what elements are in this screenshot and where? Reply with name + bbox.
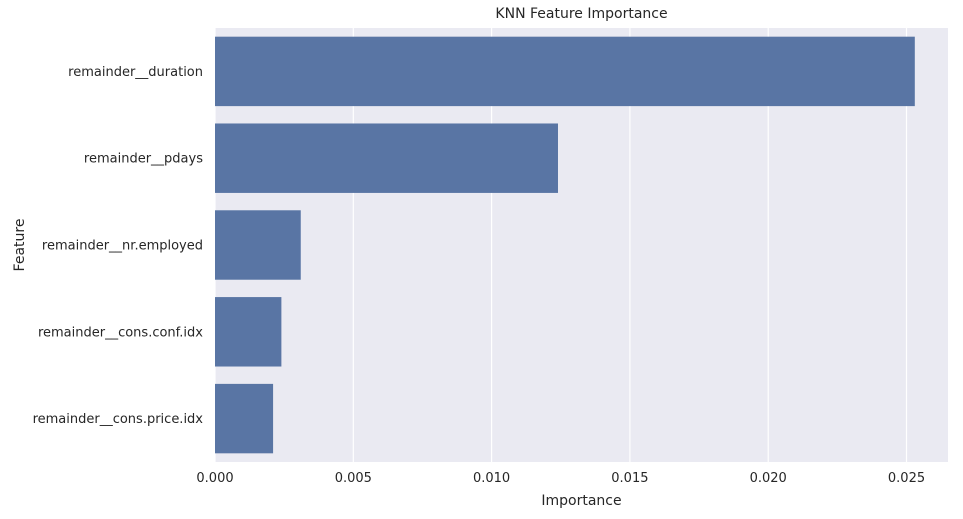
- x-tick-label: 0.005: [335, 471, 372, 486]
- bar-remainder-cons-price-idx: [215, 383, 274, 454]
- y-tick-label: remainder__pdays: [84, 152, 203, 167]
- y-tick-label: remainder__cons.price.idx: [33, 412, 204, 427]
- chart-title: KNN Feature Importance: [495, 6, 667, 22]
- bar-remainder-cons-conf-idx: [215, 297, 282, 367]
- x-tick-label: 0.010: [473, 471, 510, 486]
- x-tick-labels: 0.000 0.005 0.010 0.015 0.020 0.025: [196, 471, 925, 486]
- y-tick-label: remainder__nr.employed: [42, 239, 203, 254]
- x-tick-label: 0.025: [888, 471, 925, 486]
- bar-remainder-nr-employed: [215, 210, 301, 280]
- x-tick-label: 0.000: [196, 471, 233, 486]
- bar-remainder-duration: [215, 36, 915, 107]
- bar-remainder-pdays: [215, 123, 558, 193]
- x-axis-label: Importance: [541, 493, 621, 509]
- y-tick-label: remainder__cons.conf.idx: [38, 325, 203, 340]
- y-axis-label: Feature: [12, 219, 28, 272]
- x-tick-label: 0.020: [750, 471, 787, 486]
- bars: [215, 36, 915, 454]
- y-tick-label: remainder__duration: [68, 65, 203, 80]
- x-tick-label: 0.015: [611, 471, 648, 486]
- y-tick-labels: remainder__duration remainder__pdaysremai…: [33, 65, 204, 427]
